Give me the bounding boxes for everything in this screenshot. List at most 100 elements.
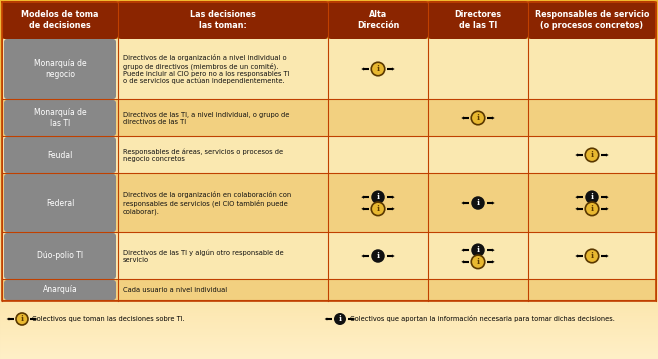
Bar [0, 342, 658, 343]
Bar [0, 116, 658, 117]
Bar [0, 105, 658, 106]
Bar [0, 295, 658, 296]
Bar [0, 223, 658, 224]
Text: Cada usuario a nivel individual: Cada usuario a nivel individual [123, 287, 227, 293]
Bar [0, 175, 658, 176]
Bar [0, 356, 658, 357]
Bar [2, 100, 656, 136]
Text: Colectivos que toman las decisiones sobre TI.: Colectivos que toman las decisiones sobr… [32, 316, 185, 322]
Polygon shape [361, 196, 364, 199]
Bar [0, 239, 658, 240]
Text: i: i [476, 257, 480, 266]
Bar [0, 188, 658, 189]
Bar [0, 275, 658, 276]
Bar [0, 232, 658, 233]
Bar [0, 208, 658, 209]
Bar [0, 113, 658, 114]
Bar [0, 171, 658, 172]
Bar [0, 150, 658, 151]
Bar [0, 312, 658, 313]
Bar [0, 331, 658, 332]
Text: i: i [476, 246, 480, 254]
Text: Monarquía de
las TI: Monarquía de las TI [34, 108, 86, 128]
Text: i: i [476, 114, 480, 122]
Bar [0, 173, 658, 174]
Bar [0, 80, 658, 81]
Bar [0, 24, 658, 25]
Bar [0, 182, 658, 183]
Polygon shape [606, 255, 609, 258]
Bar [0, 299, 658, 300]
Bar [0, 304, 658, 305]
Bar [0, 345, 658, 346]
Bar [0, 96, 658, 97]
Bar [0, 122, 658, 123]
Bar [0, 4, 658, 5]
Polygon shape [461, 201, 464, 205]
Circle shape [334, 313, 346, 325]
Bar [0, 251, 658, 252]
Bar [0, 73, 658, 74]
Circle shape [585, 148, 599, 162]
Bar [0, 197, 658, 198]
Bar [0, 33, 658, 34]
Bar [0, 190, 658, 191]
Bar [0, 45, 658, 46]
Bar [0, 264, 658, 265]
Bar [0, 219, 658, 220]
Bar [0, 336, 658, 337]
Circle shape [471, 255, 485, 269]
FancyBboxPatch shape [4, 137, 116, 173]
Text: Anarquía: Anarquía [43, 285, 78, 294]
Bar [0, 139, 658, 140]
Polygon shape [7, 317, 9, 321]
Text: Monarquía de
negocio: Monarquía de negocio [34, 59, 86, 79]
Bar [0, 301, 658, 302]
Bar [0, 335, 658, 336]
Bar [0, 341, 658, 342]
Bar [0, 120, 658, 121]
Bar [0, 60, 658, 61]
Bar [0, 49, 658, 50]
Bar [0, 156, 658, 157]
Bar [0, 254, 658, 255]
Bar [0, 86, 658, 87]
Bar [0, 227, 658, 228]
Bar [0, 13, 658, 14]
Bar [0, 54, 658, 55]
Bar [0, 103, 658, 104]
Bar [0, 217, 658, 218]
Bar [0, 72, 658, 73]
Bar [0, 215, 658, 216]
Bar [0, 294, 658, 295]
Bar [0, 178, 658, 179]
Polygon shape [575, 255, 578, 258]
Polygon shape [392, 67, 395, 71]
Bar [0, 280, 658, 281]
Bar [0, 164, 658, 165]
Bar [0, 11, 658, 12]
Bar [0, 291, 658, 292]
Text: Modelos de toma
de decisiones: Modelos de toma de decisiones [21, 10, 99, 30]
Bar [0, 332, 658, 333]
Bar [0, 98, 658, 99]
Bar [0, 111, 658, 112]
Bar [0, 317, 658, 318]
Bar [0, 250, 658, 251]
Text: Feudal: Feudal [47, 150, 72, 159]
Bar [0, 355, 658, 356]
Bar [0, 141, 658, 142]
Bar [0, 117, 658, 118]
Bar [0, 89, 658, 90]
Bar [0, 23, 658, 24]
Bar [0, 140, 658, 141]
Bar [0, 283, 658, 284]
Bar [0, 184, 658, 185]
Bar [0, 292, 658, 293]
Bar [0, 57, 658, 58]
FancyBboxPatch shape [2, 1, 118, 39]
Bar [0, 125, 658, 126]
Bar [2, 174, 656, 232]
Bar [0, 64, 658, 65]
Bar [0, 199, 658, 200]
